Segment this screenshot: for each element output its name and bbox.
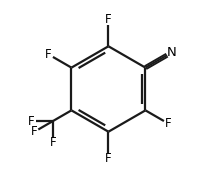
- Text: F: F: [165, 117, 172, 130]
- Text: N: N: [167, 46, 177, 59]
- Text: F: F: [28, 114, 34, 128]
- Text: F: F: [50, 136, 56, 150]
- Text: F: F: [45, 48, 52, 61]
- Text: F: F: [105, 151, 112, 165]
- Text: F: F: [105, 13, 112, 27]
- Text: F: F: [31, 125, 37, 138]
